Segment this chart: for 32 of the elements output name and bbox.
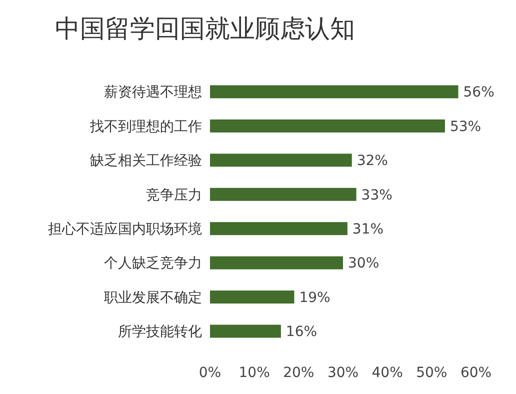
bar <box>210 290 294 304</box>
y-tick-label: 担心不适应国内职场环境 <box>48 222 202 238</box>
x-tick-label: 40% <box>372 365 403 381</box>
y-tick-label: 缺乏相关工作经验 <box>90 153 202 170</box>
data-label: 32% <box>356 153 388 170</box>
bar <box>210 324 281 338</box>
y-tick-label: 找不到理想的工作 <box>89 118 202 135</box>
y-tick-label: 竞争压力 <box>146 187 202 204</box>
bar <box>210 188 356 201</box>
data-label: 19% <box>299 290 330 306</box>
bar <box>210 85 458 98</box>
y-tick-label: 薪资待遇不理想 <box>104 84 202 101</box>
x-tick-label: 20% <box>283 365 314 381</box>
y-tick-label: 所学技能转化 <box>118 324 202 340</box>
data-label: 31% <box>352 222 384 238</box>
bar <box>210 256 343 270</box>
bar <box>210 119 445 132</box>
x-tick-label: 0% <box>198 365 222 381</box>
bar <box>210 222 348 236</box>
y-tick-label: 个人缺乏竞争力 <box>104 256 202 272</box>
x-tick-label: 10% <box>238 365 270 381</box>
bar <box>210 154 352 167</box>
data-label: 56% <box>463 84 494 101</box>
x-tick-label: 50% <box>416 365 448 381</box>
y-tick-label: 职业发展不确定 <box>104 290 202 306</box>
data-label: 53% <box>450 118 482 135</box>
x-tick-label: 60% <box>460 365 492 381</box>
data-label: 33% <box>361 187 392 204</box>
data-label: 30% <box>348 256 380 272</box>
x-tick-label: 30% <box>327 365 359 381</box>
data-label: 16% <box>286 324 318 340</box>
chart-title: 中国留学回国就业顾虑认知 <box>55 14 355 43</box>
